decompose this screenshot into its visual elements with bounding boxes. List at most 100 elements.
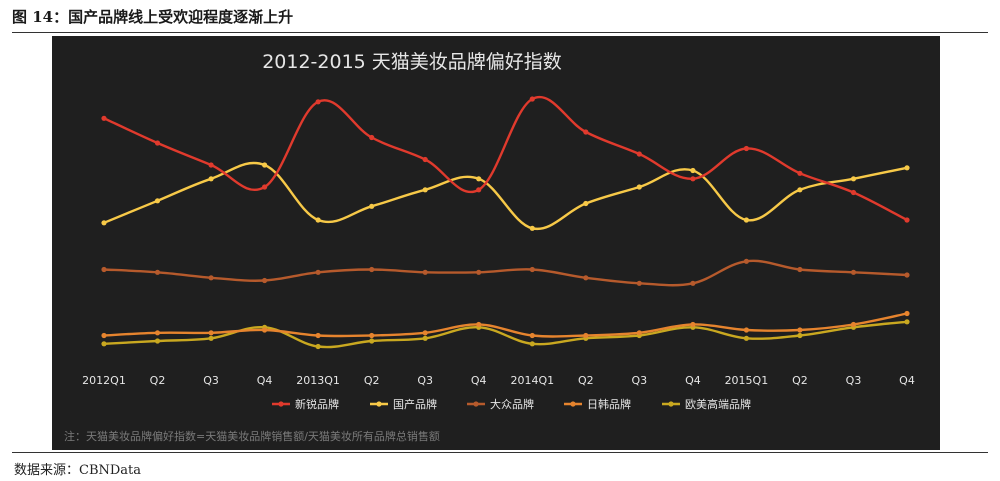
data-point-4-1 xyxy=(154,338,161,344)
x-tick-label: Q2 xyxy=(150,374,166,387)
data-point-1-11 xyxy=(690,167,696,174)
data-point-1-4 xyxy=(315,217,321,223)
data-point-3-10 xyxy=(636,330,642,336)
data-point-2-5 xyxy=(369,266,375,273)
data-point-2-14 xyxy=(850,269,857,275)
data-point-1-6 xyxy=(422,187,428,193)
x-tick-label: 2012Q1 xyxy=(82,374,126,387)
data-point-2-11 xyxy=(690,280,696,286)
data-point-3-13 xyxy=(797,327,803,333)
data-point-3-9 xyxy=(583,332,589,339)
data-point-1-12 xyxy=(743,217,750,223)
legend-marker-4 xyxy=(668,401,674,407)
line-chart: 2012-2015 天猫美妆品牌偏好指数 2012Q1 Q2 Q3 Q4 2013Q1 Q… xyxy=(64,51,915,443)
legend-marker-1 xyxy=(376,401,382,407)
legend-label-0: 新锐品牌 xyxy=(295,397,339,411)
data-point-0-11 xyxy=(690,176,696,182)
data-point-0-7 xyxy=(476,187,482,193)
data-point-0-15 xyxy=(904,217,910,223)
data-point-2-2 xyxy=(208,275,214,281)
data-point-1-10 xyxy=(636,184,642,190)
data-point-3-4 xyxy=(315,332,321,339)
data-point-0-8 xyxy=(529,96,535,102)
data-point-1-0 xyxy=(101,220,107,226)
legend: 新锐品牌 国产品牌 大众品牌 日韩品牌 欧美高端品牌 xyxy=(272,397,751,411)
figure-title: 图 14：国产品牌线上受欢迎程度逐渐上升 xyxy=(12,8,294,26)
data-point-3-5 xyxy=(369,332,375,339)
data-point-2-7 xyxy=(476,269,482,275)
legend-label-4: 欧美高端品牌 xyxy=(685,397,751,411)
x-tick-label: Q3 xyxy=(631,374,647,387)
x-tick-label: Q4 xyxy=(685,374,701,387)
x-tick-label: Q4 xyxy=(899,374,915,387)
series-line-2 xyxy=(103,259,908,287)
legend-label-1: 国产品牌 xyxy=(393,397,437,411)
data-point-0-1 xyxy=(154,140,161,146)
data-point-1-14 xyxy=(850,176,857,182)
data-point-3-11 xyxy=(690,321,696,328)
chart-title: 2012-2015 天猫美妆品牌偏好指数 xyxy=(262,51,562,73)
data-point-3-12 xyxy=(743,327,750,333)
x-tick-label: 2014Q1 xyxy=(510,374,554,387)
legend-marker-3 xyxy=(570,401,576,407)
data-point-1-2 xyxy=(208,176,214,182)
data-point-2-15 xyxy=(904,272,910,278)
x-tick-label: Q4 xyxy=(257,374,273,387)
series-layer xyxy=(101,95,910,350)
data-point-1-1 xyxy=(154,198,161,204)
data-point-0-6 xyxy=(422,156,428,163)
data-point-0-14 xyxy=(850,189,857,196)
data-point-1-5 xyxy=(369,203,375,209)
data-point-1-3 xyxy=(262,162,268,168)
source-note: 数据来源：CBNData xyxy=(14,463,142,478)
data-point-1-13 xyxy=(797,187,803,193)
legend-label-2: 大众品牌 xyxy=(490,397,534,411)
data-point-2-0 xyxy=(101,266,107,273)
x-tick-label: Q2 xyxy=(364,374,380,387)
data-point-3-0 xyxy=(101,332,107,339)
legend-marker-0 xyxy=(278,401,284,407)
bottom-rule xyxy=(12,452,988,453)
data-point-4-15 xyxy=(904,319,910,325)
series-line-1 xyxy=(103,161,908,231)
data-point-0-10 xyxy=(636,151,642,157)
data-point-0-13 xyxy=(797,170,803,176)
data-point-3-3 xyxy=(262,327,268,333)
x-axis-ticks: 2012Q1 Q2 Q3 Q4 2013Q1 Q2 Q3 Q4 2014Q1 Q2 Q3 Q4 2015… xyxy=(82,374,915,387)
series-line-3 xyxy=(103,312,908,338)
x-tick-label: Q4 xyxy=(471,374,487,387)
x-tick-label: Q2 xyxy=(792,374,808,387)
x-tick-label: Q3 xyxy=(846,374,862,387)
x-tick-label: Q3 xyxy=(417,374,433,387)
data-point-0-2 xyxy=(208,162,214,168)
x-tick-label: Q3 xyxy=(203,374,219,387)
data-point-3-2 xyxy=(208,330,214,336)
top-rule xyxy=(12,32,988,33)
data-point-0-5 xyxy=(369,134,375,141)
data-point-4-8 xyxy=(529,341,535,347)
data-point-2-12 xyxy=(743,258,750,264)
legend-marker-2 xyxy=(473,401,479,407)
data-point-2-9 xyxy=(583,275,589,281)
data-point-1-7 xyxy=(476,176,482,182)
x-tick-label: 2015Q1 xyxy=(725,374,769,387)
data-point-4-5 xyxy=(369,338,375,344)
data-point-1-15 xyxy=(904,165,910,171)
series-line-0 xyxy=(103,95,908,222)
data-point-2-1 xyxy=(154,269,161,275)
data-point-3-7 xyxy=(476,321,482,328)
data-point-2-13 xyxy=(797,266,803,273)
x-tick-label: 2013Q1 xyxy=(296,374,340,387)
chart-footnote: 注：天猫美妆品牌偏好指数=天猫美妆品牌销售额/天猫美妆所有品牌总销售额 xyxy=(64,429,440,443)
data-point-4-13 xyxy=(797,332,803,339)
data-point-2-4 xyxy=(315,269,321,275)
data-point-2-3 xyxy=(262,277,268,284)
data-point-1-9 xyxy=(583,200,589,207)
data-point-0-4 xyxy=(315,99,321,105)
series-line-4 xyxy=(103,320,908,349)
data-point-3-1 xyxy=(154,330,161,336)
chart-panel xyxy=(52,36,940,450)
data-point-0-12 xyxy=(743,145,750,152)
data-point-0-0 xyxy=(101,115,107,121)
data-point-3-15 xyxy=(904,310,910,317)
